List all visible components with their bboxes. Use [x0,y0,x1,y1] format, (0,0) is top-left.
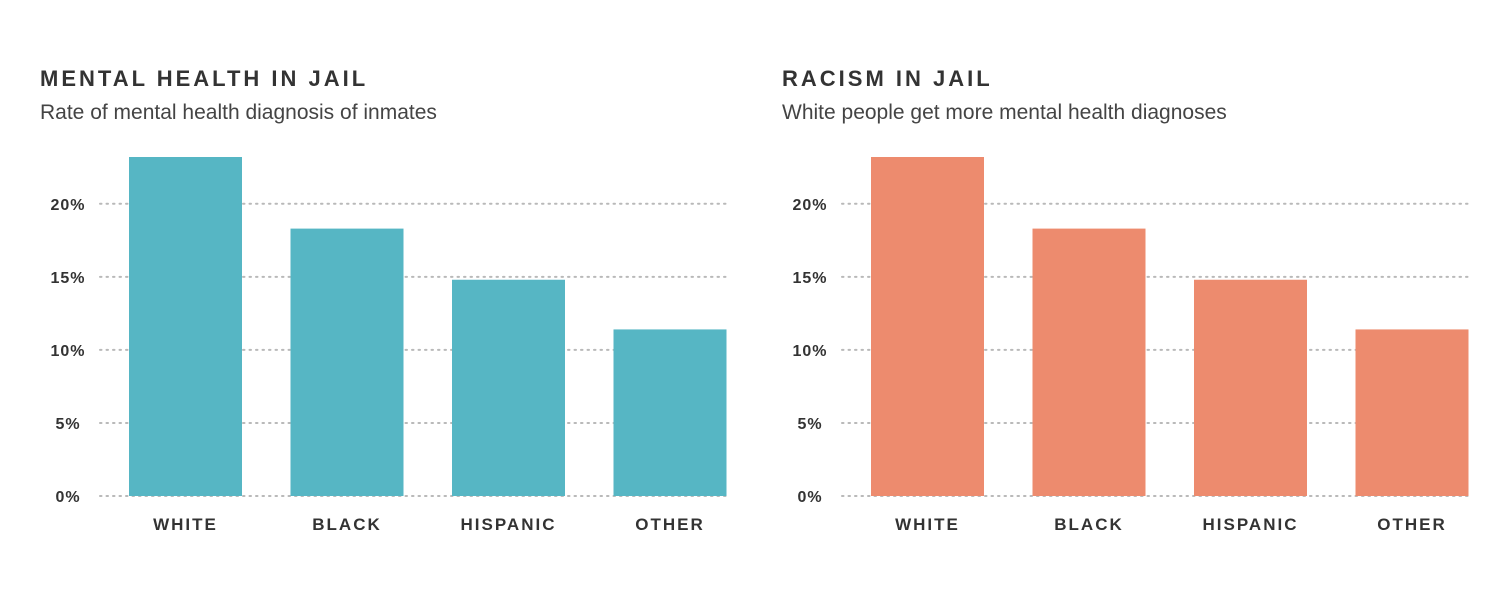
y-tick-label: 0% [55,489,80,506]
bar-black [1032,228,1146,497]
chart-subtitle: Rate of mental health diagnosis of inmat… [40,101,437,124]
y-tick-label: 15% [50,270,85,287]
bar-other [613,329,727,496]
x-category-label: HISPANIC [1203,515,1299,534]
bar-white [129,157,242,496]
y-tick-label: 20% [50,197,85,214]
bar-other [1355,329,1469,496]
bar-hispanic [1194,279,1307,496]
x-category-label: OTHER [635,515,705,534]
bar-hispanic [452,279,565,496]
y-tick-label: 5% [797,416,822,433]
x-category-label: BLACK [312,515,382,534]
x-category-label: BLACK [1054,515,1124,534]
x-category-label: WHITE [153,515,218,534]
chart-panel-mental-health: MENTAL HEALTH IN JAIL Rate of mental hea… [40,0,780,600]
y-tick-label: 5% [55,416,80,433]
x-category-label: WHITE [895,515,960,534]
chart-subtitle: White people get more mental health diag… [782,101,1227,124]
y-tick-label: 0% [797,489,822,506]
bar-chart-racism: 0% 5% 10% 15% 20% WHITE BLACK HISPANIC OTHER [792,157,1473,534]
y-tick-label: 10% [50,343,85,360]
chart-title: RACISM IN JAIL [782,66,993,91]
chart-panel-racism: RACISM IN JAIL White people get more men… [782,0,1500,600]
y-tick-label: 10% [792,343,827,360]
y-tick-label: 15% [792,270,827,287]
chart-title: MENTAL HEALTH IN JAIL [40,66,369,91]
bar-white [871,157,984,496]
x-category-label: HISPANIC [461,515,557,534]
x-category-label: OTHER [1377,515,1447,534]
y-tick-label: 20% [792,197,827,214]
bar-black [290,228,404,497]
bar-chart-mental-health: 0% 5% 10% 15% 20% WHITE BLACK HISPANIC OTHER [50,157,731,534]
